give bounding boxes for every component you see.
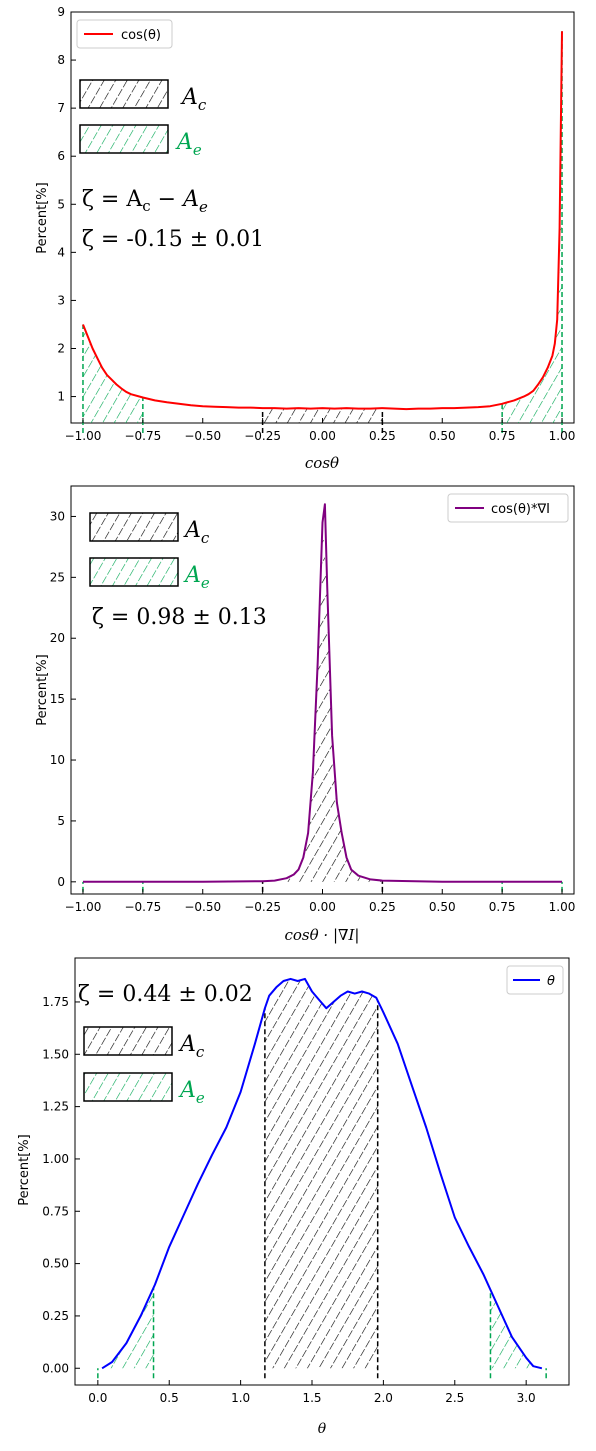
y-tick-label: 30 <box>50 509 65 523</box>
x-axis-label: θ <box>318 1421 327 1437</box>
y-tick-label: 20 <box>50 631 65 645</box>
ac-region <box>265 980 378 1369</box>
y-tick-label: 1.75 <box>42 995 69 1009</box>
y-tick-label: 5 <box>57 814 65 828</box>
ae-key-box <box>90 558 178 586</box>
x-tick-label: −0.25 <box>244 429 281 443</box>
y-tick-label: 7 <box>57 101 65 115</box>
y-tick-label: 6 <box>57 149 65 163</box>
x-tick-label: 1.0 <box>231 1391 250 1405</box>
legend: θ <box>507 966 563 994</box>
y-tick-label: 1.50 <box>42 1047 69 1061</box>
y-axis-label: Percent[%] <box>35 654 50 725</box>
x-tick-label: −0.75 <box>124 900 161 914</box>
y-tick-label: 4 <box>57 245 65 259</box>
x-tick-label: 1.5 <box>302 1391 321 1405</box>
legend: cos(θ)*∇I <box>448 494 568 522</box>
y-tick-label: 1 <box>57 390 65 404</box>
x-tick-label: −0.75 <box>124 429 161 443</box>
x-tick-label: 1.00 <box>549 900 576 914</box>
y-tick-label: 0.50 <box>42 1257 69 1271</box>
x-tick-label: 0.75 <box>489 900 516 914</box>
panel-cos-theta-grad: −1.00 −0.75 −0.50 −0.25 0.00 0.25 0.50 0.75 1.00… <box>35 486 575 944</box>
x-tick-label: 2.0 <box>374 1391 393 1405</box>
panel-cos-theta: −1.00 −0.75 −0.50 −0.25 0.00 0.25 0.50 0.75 1.00… <box>35 5 575 472</box>
x-tick-label: 1.00 <box>549 429 576 443</box>
x-tick-label: 2.5 <box>445 1391 464 1405</box>
x-tick-label: 0.25 <box>369 900 396 914</box>
x-tick-label: 3.0 <box>517 1391 536 1405</box>
x-tick-label: 0.0 <box>88 1391 107 1405</box>
x-tick-label: 0.25 <box>369 429 396 443</box>
y-tick-label: 0.25 <box>42 1309 69 1323</box>
plot-frame <box>71 12 574 423</box>
zeta-value: ζ = -0.15 ± 0.01 <box>82 227 264 252</box>
x-axis-label: cosθ <box>305 454 339 472</box>
zeta-value: ζ = 0.44 ± 0.02 <box>78 982 253 1007</box>
y-tick-label: 8 <box>57 53 65 67</box>
y-tick-label: 2 <box>57 341 65 355</box>
legend: cos(θ) <box>77 20 172 48</box>
x-tick-label: 0.50 <box>429 429 456 443</box>
y-tick-label: 0 <box>57 875 65 889</box>
ae-key-box <box>80 125 168 153</box>
x-tick-label: 0.00 <box>309 900 336 914</box>
y-tick-label: 0.75 <box>42 1204 69 1218</box>
y-tick-label: 5 <box>57 197 65 211</box>
x-tick-label: −0.25 <box>244 900 281 914</box>
y-tick-label: 25 <box>50 570 65 584</box>
x-tick-label: −0.50 <box>184 900 221 914</box>
y-tick-label: 10 <box>50 753 65 767</box>
x-tick-label: −0.50 <box>184 429 221 443</box>
legend-label: cos(θ) <box>121 28 161 43</box>
x-tick-label: 0.5 <box>160 1391 179 1405</box>
x-tick-label: 0.50 <box>429 900 456 914</box>
ac-key-box <box>80 80 168 108</box>
ae-key-box <box>84 1073 172 1101</box>
y-tick-label: 1.25 <box>42 1100 69 1114</box>
legend-label: θ <box>547 974 555 989</box>
y-tick-label: 15 <box>50 692 65 706</box>
y-tick-label: 1.00 <box>42 1152 69 1166</box>
ac-key-box <box>90 513 178 541</box>
panel-theta: 0.0 0.5 1.0 1.5 2.0 2.5 3.0 0.00 0.25 0.50 0.75 1.… <box>17 958 569 1437</box>
y-axis-label: Percent[%] <box>35 182 50 253</box>
legend-label: cos(θ)*∇I <box>491 502 550 517</box>
x-tick-label: 0.00 <box>309 429 336 443</box>
y-tick-label: 0.00 <box>42 1361 69 1375</box>
x-axis-label: cosθ · |∇I| <box>285 926 360 944</box>
x-tick-label: −1.00 <box>65 900 102 914</box>
y-tick-label: 3 <box>57 293 65 307</box>
y-tick-label: 9 <box>57 5 65 19</box>
ac-key-box <box>84 1027 172 1055</box>
zeta-value: ζ = 0.98 ± 0.13 <box>92 605 267 630</box>
y-axis-label: Percent[%] <box>17 1134 32 1205</box>
x-tick-label: 0.75 <box>489 429 516 443</box>
x-tick-label: −1.00 <box>65 429 102 443</box>
